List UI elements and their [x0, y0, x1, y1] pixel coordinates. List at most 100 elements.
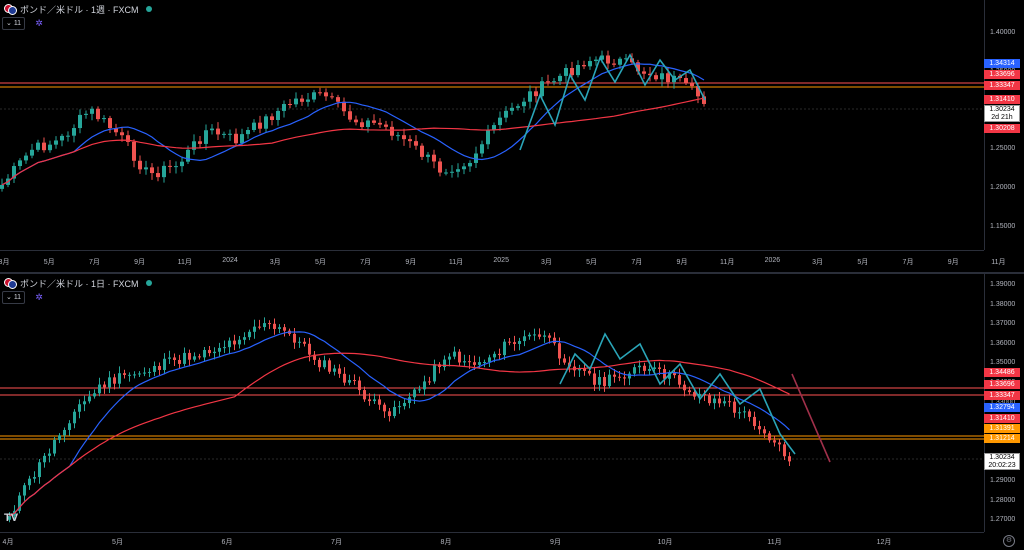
candle-body [354, 119, 358, 123]
indicator-settings-icon[interactable]: ✲ [35, 292, 43, 302]
time-tick-label: 7月 [331, 539, 342, 546]
candle-body [198, 356, 201, 358]
tradingview-logo-icon[interactable]: TV [4, 512, 19, 524]
candle-body [66, 135, 70, 137]
candle-body [683, 384, 686, 391]
candle-body [503, 341, 506, 356]
time-tick-label: 7月 [902, 259, 914, 266]
candle-body [468, 361, 471, 363]
weekly-symbol-title[interactable]: ポンド／米ドル · 1週 · FXCM [4, 2, 152, 16]
weekly-indicator-collapse-button[interactable]: ⌄ 11 [2, 17, 26, 30]
candle-body [613, 374, 616, 377]
candle-body [543, 335, 546, 337]
gear-icon[interactable]: ⚙ [1003, 535, 1015, 547]
candle-body [228, 340, 231, 348]
candle-body [358, 380, 361, 391]
candle-body [540, 81, 544, 97]
candle-body [738, 412, 741, 414]
candle-body [204, 130, 208, 144]
time-tick-label: 4月 [2, 539, 14, 546]
candle-body [186, 149, 190, 162]
weekly-chart-canvas[interactable] [0, 0, 984, 272]
candle-body [638, 365, 641, 368]
candle-body [763, 429, 766, 434]
candle-body [98, 384, 101, 394]
price-tag: 1.30234 2d 21h [984, 105, 1020, 122]
price-tag: 1.33696 [984, 70, 1020, 79]
candle-body [174, 166, 178, 168]
candle-body [108, 118, 112, 129]
time-tick-label: 9月 [676, 259, 688, 266]
price-tick-label: 1.39000 [990, 281, 1016, 288]
candle-body [83, 401, 86, 405]
weekly-time-axis-line [0, 250, 984, 251]
candle-body [488, 357, 491, 362]
candle-body [313, 354, 316, 360]
candle-body [223, 347, 226, 349]
daily-indicator-collapse-button[interactable]: ⌄ 11 [2, 291, 26, 304]
candle-body [144, 167, 148, 170]
pane-divider[interactable] [0, 272, 1024, 274]
weekly-chart-pane[interactable]: ポンド／米ドル · 1週 · FXCM ⌄ 11 ✲ 1.400001.3500… [0, 0, 1024, 272]
daily-chart-pane[interactable]: ポンド／米ドル · 1日 · FXCM ⌄ 11 ✲ 1.39000 1.3800… [0, 274, 1024, 550]
candle-body [162, 165, 166, 178]
candle-body [778, 442, 781, 445]
candle-body [138, 160, 142, 170]
price-tag-value: 1.30234 [989, 106, 1015, 113]
candle-body [126, 135, 130, 142]
fast-moving-average-line [1, 63, 705, 186]
candle-body [654, 75, 658, 80]
candle-body [583, 368, 586, 371]
candle-body [624, 58, 628, 60]
candle-body [23, 485, 26, 496]
candle-body [353, 380, 356, 382]
candle-body [678, 375, 681, 385]
time-tick-label: 12月 [876, 539, 892, 546]
candle-body [18, 160, 22, 167]
candle-body [493, 353, 496, 358]
candle-body [324, 92, 328, 97]
candle-body [183, 352, 186, 364]
candle-body [210, 128, 214, 131]
daily-title-text: ポンド／米ドル · 1日 · FXCM [20, 278, 139, 289]
time-tick-label: 8月 [440, 539, 452, 546]
candle-body [696, 86, 700, 97]
time-tick-label: 2025 [493, 257, 509, 264]
candle-body [666, 73, 670, 83]
candle-body [258, 122, 262, 129]
indicator-settings-icon[interactable]: ✲ [35, 18, 43, 28]
candle-body [383, 404, 386, 412]
candle-body [68, 423, 71, 430]
candle-body [328, 360, 331, 372]
price-tag: 1.32794 [984, 403, 1020, 412]
candle-body [96, 108, 100, 120]
candle-body [393, 407, 396, 417]
candle-body [343, 373, 346, 383]
time-tick-label: 11月 [720, 259, 735, 266]
time-tick-label: 10月 [657, 539, 673, 546]
candle-body [608, 374, 611, 387]
candle-body [518, 341, 521, 344]
candle-body [148, 371, 151, 373]
candle-body [342, 101, 346, 112]
price-tick-label: 1.15000 [990, 223, 1016, 230]
candle-body [300, 98, 304, 102]
candle-body [113, 377, 116, 384]
daily-chart-canvas[interactable] [0, 274, 984, 550]
candle-body [192, 141, 196, 150]
candle-body [623, 377, 626, 379]
candle-body [628, 373, 631, 379]
candle-body [168, 165, 172, 167]
candle-body [483, 361, 486, 363]
candle-body [48, 453, 51, 456]
price-tag: 1.30234 20:02:23 [984, 453, 1020, 470]
candle-body [438, 161, 442, 173]
candle-body [390, 126, 394, 136]
candle-body [563, 358, 566, 363]
candle-body [648, 73, 652, 76]
price-tick-label: 1.27000 [990, 516, 1016, 524]
daily-symbol-title[interactable]: ポンド／米ドル · 1日 · FXCM [4, 276, 152, 290]
candle-body [216, 128, 220, 135]
candle-body [398, 406, 401, 408]
time-tick-label: 5月 [586, 259, 598, 266]
